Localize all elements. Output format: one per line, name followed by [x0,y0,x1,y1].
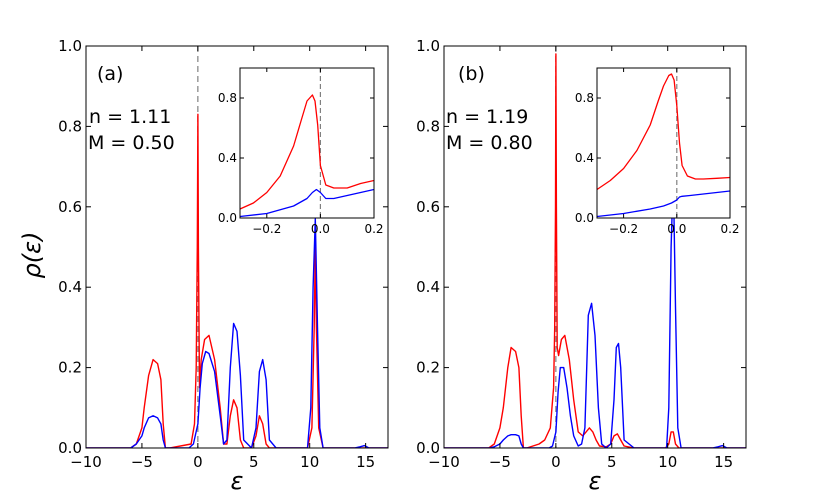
panel-a-ytick-label: 0.4 [58,278,82,296]
panel-a-frame [85,45,389,449]
panel-a-inset-ytick-label: 0.4 [218,151,237,165]
panel-b-annotation-n: n = 1.19 [446,106,528,128]
panel-a-blue-series-line [86,218,388,448]
panel-b-inset-ytick-label: 0.0 [575,211,594,225]
panel-b-inset-bg [597,68,730,218]
panel-a-ytick-label: 0.0 [58,439,82,457]
panel-b-annotation-m: M = 0.80 [446,132,533,154]
panel-a-ytick-label: 0.8 [58,117,82,135]
panel-b-inset-xtick-label: 0.0 [667,222,686,236]
panel-a-xtick-label: 5 [249,453,259,471]
panel-a-xtick-label: 15 [356,453,375,471]
panel-b-frame [443,45,747,449]
panel-a-inset-bg [240,68,374,218]
panel-a: −10 −5 0 5 10 15 0.0 0.2 0.4 0.6 0.8 1.0 (a) n = 1.… [58,37,389,495]
panel-b-xtick-label: 15 [714,453,733,471]
panel-b: −10 −5 0 5 10 15 0.0 0.2 0.4 0.6 0.8 1.0 (b) n = 1.… [416,37,747,495]
panel-a-xtick-label: −5 [131,453,153,471]
panel-a-inset-ticks: −0.2 0.0 0.2 0.0 0.4 0.8 [218,68,384,236]
panel-a-annotation-m: M = 0.50 [88,132,175,154]
panel-a-ytick-label: 1.0 [58,37,82,55]
panel-b-inset-ytick-label: 0.8 [575,91,594,105]
panel-b-inset-plot-layer [597,68,730,218]
panel-b-xtick-label: 10 [658,453,677,471]
panel-a-ticks: −10 −5 0 5 10 15 0.0 0.2 0.4 0.6 0.8 1.0 [58,37,388,471]
panel-a-inset-xtick-label: −0.2 [252,222,281,236]
panel-b-label: (b) [458,63,485,85]
panel-a-inset-xtick-label: 0.0 [311,222,330,236]
panel-a-x-axis-label: ε [231,467,244,495]
panel-a-red-series-line [86,113,388,448]
panel-b-inset-red-series-line [597,73,730,191]
panel-b-ytick-label: 0.4 [416,278,440,296]
panel-b-red-series-line [444,53,746,448]
panel-b-xtick-label: 5 [607,453,617,471]
panel-a-ytick-label: 0.2 [58,359,82,377]
panel-b-xtick-label: 0 [551,453,561,471]
panel-a-xtick-label: 10 [300,453,319,471]
panel-a-label: (a) [97,63,123,85]
panel-b-ytick-label: 0.2 [416,359,440,377]
panel-a-inset-frame [239,67,375,219]
panel-a-plot-layer [86,46,388,448]
panel-b-xtick-label: −10 [428,453,460,471]
panel-b-inset-blue-series-line [597,190,730,218]
panel-b-ytick-label: 0.8 [416,117,440,135]
panel-a-inset-xtick-label: 0.2 [364,222,383,236]
panel-b-x-axis-label: ε [589,467,602,495]
panel-b-inset-xtick-label: 0.2 [720,222,739,236]
panel-a-inset-ytick-label: 0.8 [218,91,237,105]
panel-b-ytick-label: 0.0 [416,439,440,457]
panel-a-inset-red-series-line [240,94,374,210]
panel-b-ytick-label: 0.6 [416,198,440,216]
panel-b-ticks: −10 −5 0 5 10 15 0.0 0.2 0.4 0.6 0.8 1.0 [416,37,746,471]
panel-a-inset: −0.2 0.0 0.2 0.0 0.4 0.8 [218,67,384,236]
panel-b-inset: −0.2 0.0 0.2 0.0 0.4 0.8 [575,67,740,236]
panel-a-inset-ytick-label: 0.0 [218,211,237,225]
panel-b-inset-ticks: −0.2 0.0 0.2 0.0 0.4 0.8 [575,68,740,236]
y-axis-label: ρ(ε) [18,232,46,279]
panel-a-xtick-label: 0 [193,453,203,471]
panel-a-annotation-n: n = 1.11 [89,106,171,128]
panel-a-inset-blue-series-line [240,188,374,218]
panel-b-xtick-label: −5 [489,453,511,471]
panel-b-ytick-label: 1.0 [416,37,440,55]
panel-b-inset-frame [596,67,731,219]
panel-b-inset-ytick-label: 0.4 [575,151,594,165]
panel-a-xtick-label: −10 [70,453,102,471]
panel-a-ytick-label: 0.6 [58,198,82,216]
panel-b-inset-xtick-label: −0.2 [609,222,638,236]
panel-a-inset-plot-layer [240,68,374,218]
